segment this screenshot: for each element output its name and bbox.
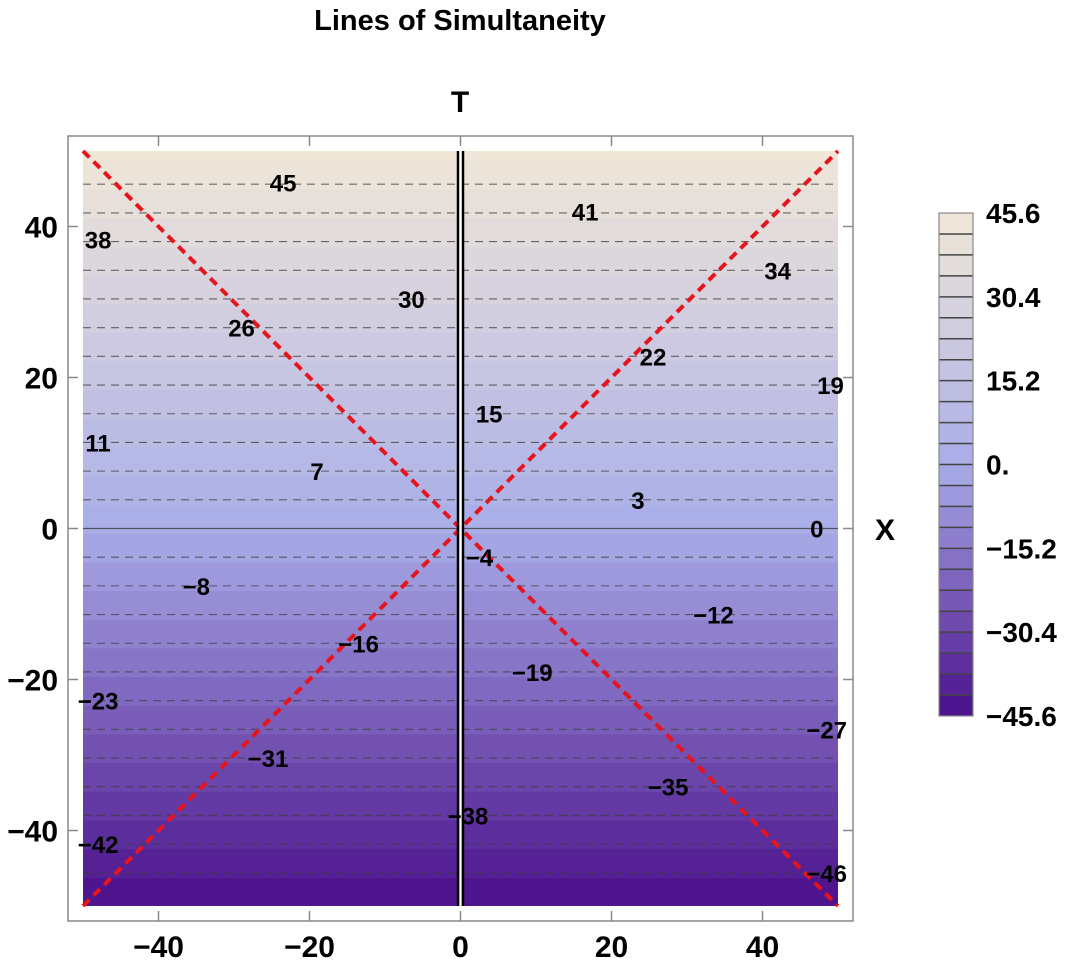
- y-tick-label: −40: [7, 816, 58, 849]
- colorbar-swatch: [939, 359, 973, 382]
- colorbar-swatch: [939, 338, 973, 361]
- colorbar-swatch: [939, 485, 973, 507]
- contour-label: −27: [806, 717, 847, 744]
- colorbar-swatch: [939, 464, 973, 486]
- contour-labels: 45413834302622191511730−4−8−12−16−19−23−…: [78, 171, 847, 888]
- contour-label: −38: [448, 803, 489, 830]
- colorbar-swatch: [939, 548, 973, 570]
- colorbar-swatch: [939, 632, 973, 654]
- contour-label: 26: [228, 316, 255, 343]
- contour-label: 0: [810, 517, 823, 544]
- colorbar-swatch: [939, 653, 973, 675]
- contour-label: −31: [248, 746, 289, 773]
- contour-label: −12: [693, 603, 734, 630]
- colorbar-swatch: [939, 380, 973, 403]
- contour-label: −42: [78, 832, 119, 859]
- colorbar-swatch: [939, 506, 973, 528]
- contour-label: −23: [78, 689, 119, 716]
- contour-label: 30: [398, 287, 425, 314]
- colorbar-swatch: [939, 275, 973, 298]
- colorbar-tick-label: −15.2: [986, 533, 1057, 564]
- contour-label: −35: [648, 775, 689, 802]
- contour-label: 34: [764, 258, 791, 285]
- colorbar-tick-label: 45.6: [986, 198, 1041, 229]
- contour-label: −46: [806, 861, 847, 888]
- x-tick-label: 0: [452, 931, 469, 964]
- colorbar-swatch: [939, 254, 973, 277]
- contour-label: 22: [640, 344, 667, 371]
- colorbar-swatch: [939, 695, 973, 717]
- colorbar-swatch: [939, 569, 973, 591]
- y-tick-label: 40: [25, 212, 58, 245]
- contour-label: 19: [817, 373, 844, 400]
- colorbar-swatch: [939, 590, 973, 612]
- contour-label: 45: [270, 171, 297, 198]
- colorbar-tick-label: −30.4: [986, 617, 1057, 648]
- contour-label: 3: [631, 488, 644, 515]
- y-tick-label: −20: [7, 665, 58, 698]
- contour-label: 7: [310, 459, 323, 486]
- x-axis-ticks: −40 −20 0 20 40: [133, 136, 779, 964]
- y-tick-label: 0: [41, 514, 58, 547]
- colorbar-tick-label: −45.6: [986, 701, 1057, 732]
- colorbar-tick-label: 30.4: [986, 282, 1041, 313]
- colorbar-swatch: [939, 443, 973, 465]
- contour-label: −4: [466, 545, 494, 572]
- x-tick-label: −20: [284, 931, 335, 964]
- colorbar-swatch: [939, 317, 973, 340]
- colorbar-swatch: [939, 213, 973, 235]
- colorbar-swatch: [939, 296, 973, 319]
- colorbar-swatch: [939, 401, 973, 424]
- colorbar-swatch: [939, 233, 973, 256]
- y-tick-label: 20: [25, 363, 58, 396]
- x-tick-label: −40: [133, 931, 184, 964]
- colorbar-swatch: [939, 611, 973, 633]
- colorbar-tick-label: 0.: [986, 450, 1009, 481]
- chart-title: Lines of Simultaneity: [314, 5, 606, 37]
- contour-label: 15: [476, 402, 503, 429]
- colorbar: 45.6 30.4 15.2 0. −15.2 −30.4 −45.6: [938, 198, 1057, 732]
- contour-label: 41: [572, 199, 599, 226]
- y-axis-label: T: [451, 86, 469, 119]
- contour-label: −16: [338, 631, 379, 658]
- colorbar-swatch: [939, 422, 973, 445]
- colorbar-swatch: [939, 527, 973, 549]
- colorbar-tick-label: 15.2: [986, 366, 1041, 397]
- contour-label: 38: [85, 227, 112, 254]
- x-tick-label: 20: [595, 931, 628, 964]
- colorbar-frame: [938, 212, 974, 717]
- contour-label: 11: [85, 430, 110, 457]
- x-axis-label: X: [875, 514, 895, 547]
- contour-label: −19: [512, 660, 553, 687]
- colorbar-swatch: [939, 674, 973, 696]
- x-tick-label: 40: [746, 931, 779, 964]
- contour-label: −8: [183, 574, 210, 601]
- overlay-lines: [81, 149, 840, 908]
